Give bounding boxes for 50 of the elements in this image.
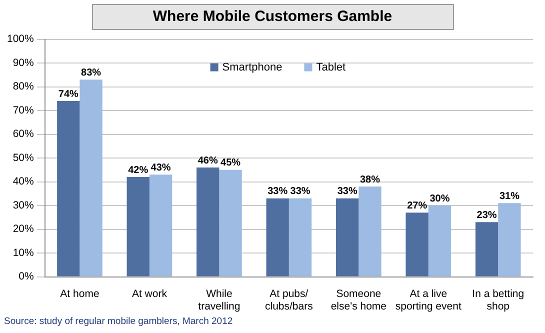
bar [80,80,102,276]
data-label: 74% [58,88,79,100]
bar [149,174,172,276]
data-label: 43% [150,162,171,174]
data-label: 42% [128,164,148,176]
x-tick-label: Someone else's home [330,288,387,313]
bar [266,198,289,276]
y-tick-label: 60% [12,128,34,140]
bar [498,203,521,276]
data-label: 23% [476,210,497,221]
x-tick-label: While travelling [198,288,240,313]
data-label: 33% [337,186,358,198]
data-label: 30% [430,193,450,204]
x-tick-label: At a live sporting event [395,288,462,313]
bar [126,177,150,276]
y-tick-label: 40% [12,176,34,188]
bar [336,198,359,276]
chart-title: Where Mobile Customers Gamble [92,4,454,30]
y-tick-label: 30% [12,199,34,212]
bar [57,101,80,276]
y-tick-label: 80% [12,80,34,93]
data-label: 45% [220,158,241,169]
data-label: 31% [499,190,520,202]
bar [196,168,220,276]
bar [288,198,312,276]
x-tick-label: At pubs/ clubs/bars [265,288,313,313]
y-tick-label: 50% [12,152,34,164]
data-label: 33% [268,186,288,198]
y-tick-label: 0% [18,270,34,283]
data-label: 27% [407,200,428,212]
legend-label: Smartphone [222,61,282,74]
y-tick-label: 70% [12,104,34,116]
bar [406,212,428,276]
x-tick-label: In a betting shop [472,288,524,313]
y-tick-label: 100% [6,33,34,46]
legend-label: Tablet [316,61,346,74]
y-tick-label: 20% [12,223,34,236]
data-label: 33% [290,186,310,198]
x-tick-label: At home [60,288,100,300]
x-tick-label: At work [132,288,168,300]
data-label: 46% [198,155,218,166]
data-label: 38% [360,174,380,186]
bar [219,170,242,276]
y-tick-label: 10% [12,246,34,259]
data-label: 83% [81,67,102,78]
y-tick-label: 90% [12,56,34,69]
bar [428,206,452,276]
bar [358,186,382,276]
bar [475,222,498,276]
source-note: Source: study of regular mobile gamblers, March 2012 [3,316,234,329]
